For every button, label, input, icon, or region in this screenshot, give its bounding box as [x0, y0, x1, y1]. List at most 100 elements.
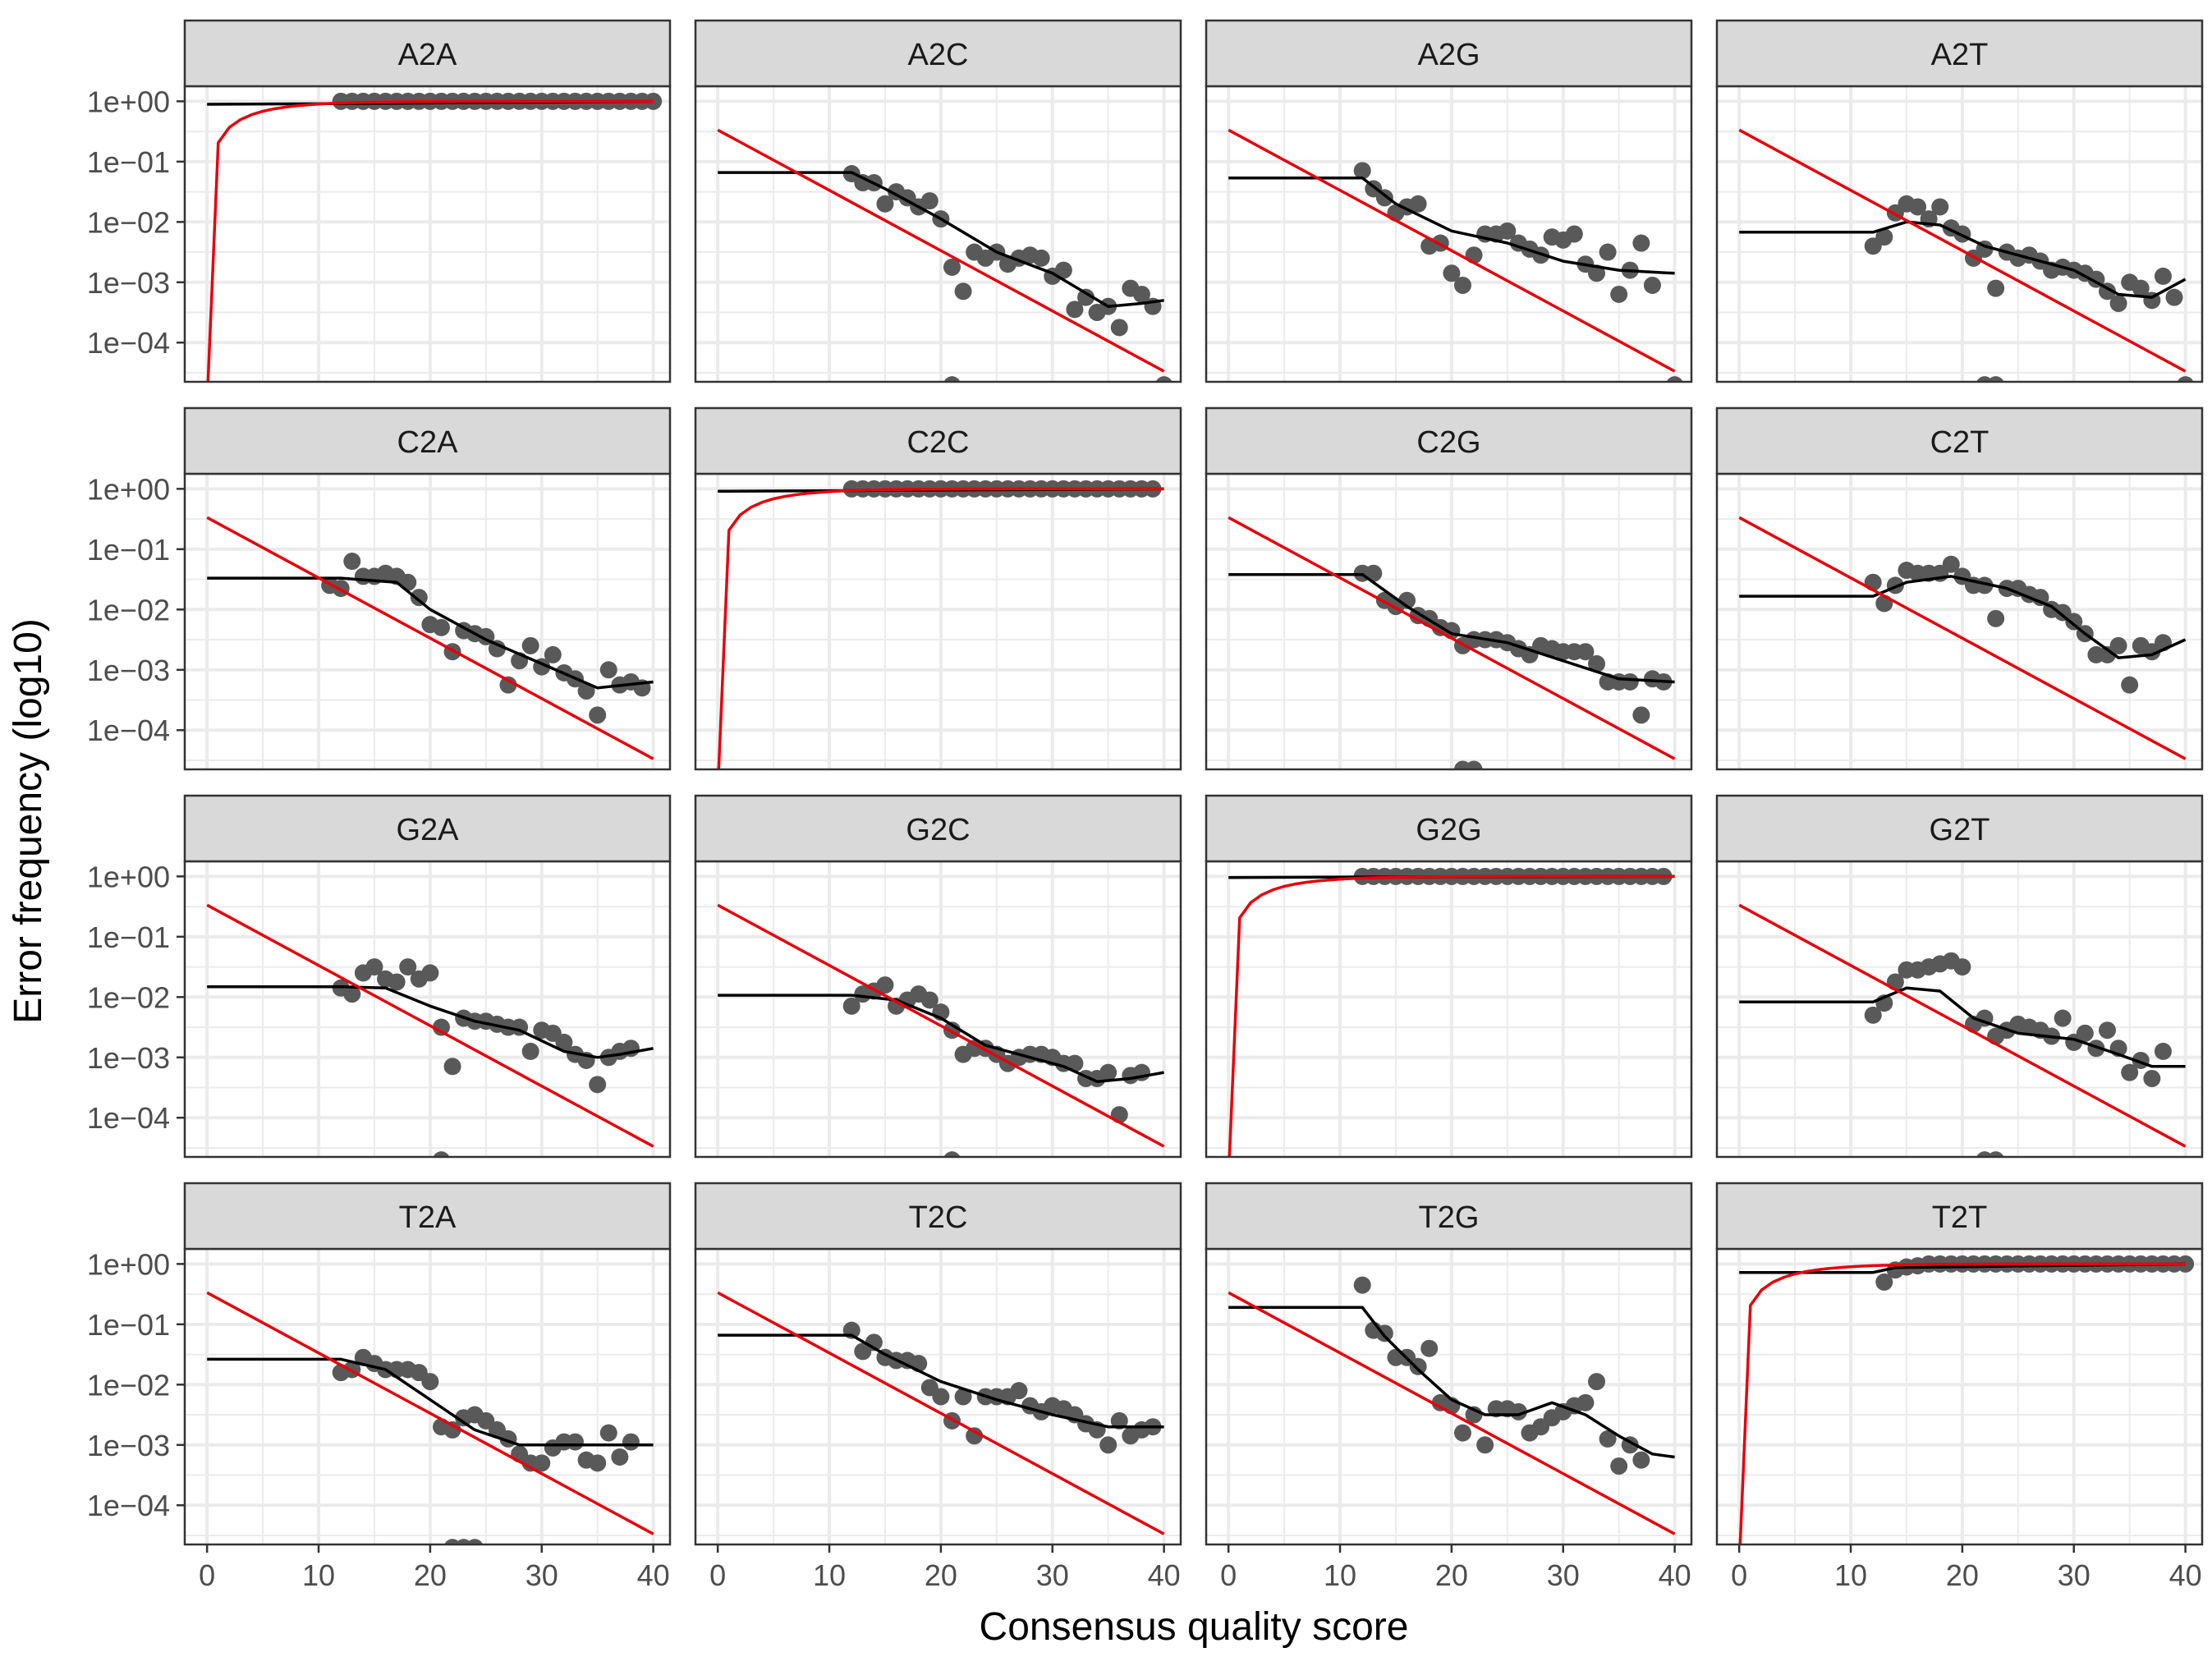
panel-c2a: C2A 1e+00 1e−01 1e−02 1e−03 1e−04 [87, 406, 672, 771]
data-point [1077, 288, 1095, 306]
fitted-error-line [207, 1357, 654, 1447]
data-point [1588, 654, 1606, 672]
facet-strip-label: C2G [1416, 425, 1480, 460]
data-point [533, 1454, 551, 1472]
data-point [1099, 1436, 1117, 1454]
panel-data [206, 516, 654, 760]
facet-strip-label: T2A [399, 1200, 457, 1235]
data-point [2076, 1024, 2094, 1042]
data-point [343, 553, 361, 571]
x-tick-label: 40 [637, 1558, 670, 1592]
data-point [421, 1373, 439, 1391]
x-tick-label: 30 [1036, 1558, 1069, 1592]
facet-strip [694, 406, 1182, 475]
panel-g2c: G2C [694, 794, 1182, 1159]
facet-strip-label: C2A [397, 425, 459, 460]
facet-strip [694, 794, 1182, 863]
panel-data [1228, 128, 1683, 382]
y-tick-label: 1e−02 [87, 205, 170, 239]
fitted-error-line [718, 171, 1164, 308]
panel-t2g: T2G 0 10 20 30 40 [1205, 1182, 1693, 1592]
nominal-error-line [1738, 516, 2187, 760]
data-point [2177, 1255, 2195, 1273]
panel-background [1717, 474, 2202, 769]
data-point [1576, 1393, 1595, 1411]
facet-strip [1205, 794, 1693, 863]
data-point [920, 192, 938, 210]
panel-background [1206, 86, 1691, 382]
data-point [2121, 676, 2139, 694]
panel-data [717, 128, 1173, 382]
data-point [432, 1018, 450, 1036]
data-point [1599, 243, 1617, 261]
data-point [966, 1427, 984, 1445]
panel-t2c: T2C 0 10 20 30 40 [694, 1182, 1182, 1592]
data-point [567, 1433, 585, 1451]
data-point [1032, 249, 1050, 267]
data-point [577, 682, 595, 700]
panel-a2g: A2G [1205, 19, 1693, 383]
data-point [2065, 613, 2083, 631]
data-point [365, 958, 383, 976]
x-tick-label: 30 [1547, 1558, 1580, 1592]
data-point [343, 985, 361, 1003]
data-point [1066, 1054, 1084, 1072]
data-point [1565, 225, 1583, 243]
nominal-error-line [717, 1291, 1165, 1535]
fitted-error-line [1228, 1306, 1675, 1459]
data-point [1987, 1151, 2004, 1157]
data-point [1110, 1411, 1128, 1430]
data-point [1931, 198, 1949, 216]
y-tick-label: 1e−03 [87, 266, 170, 300]
data-point [2099, 1021, 2117, 1040]
panel-data [1738, 1255, 2195, 1544]
facet-strip-label: T2C [909, 1200, 968, 1235]
data-point [443, 1058, 461, 1076]
panel-a2a: A2A 1e+00 1e−01 1e−02 1e−03 1e−04 [87, 19, 672, 383]
facet-strip [183, 406, 672, 475]
data-point [1632, 1451, 1650, 1469]
y-tick-label: 1e+00 [87, 85, 170, 118]
x-tick-label: 10 [302, 1558, 335, 1592]
panel-data [206, 92, 663, 382]
data-point [589, 1454, 607, 1472]
panel-background [185, 861, 670, 1157]
facet-strip-label: G2T [1930, 813, 1990, 847]
panel-c2c: C2C [694, 406, 1182, 771]
data-point [876, 195, 894, 213]
panel-t2a: T2A 1e+00 1e−01 1e−02 1e−03 1e−04 0 10 20 30 40 [87, 1182, 672, 1592]
y-tick-label: 1e+00 [87, 1247, 170, 1281]
x-tick-label: 0 [709, 1558, 726, 1592]
data-point [611, 1448, 629, 1466]
data-point [1909, 198, 1927, 216]
data-point [876, 976, 894, 994]
data-point [2177, 376, 2194, 382]
y-tick-label: 1e−02 [87, 980, 170, 1014]
y-tick-label: 1e−04 [87, 326, 170, 360]
x-axis-title: Consensus quality score [980, 1605, 1409, 1649]
data-point [1864, 1006, 1882, 1024]
x-tick-label: 20 [1946, 1558, 1979, 1592]
data-point [399, 958, 417, 976]
y-axis-title: Error frequency (log10) [7, 618, 50, 1024]
data-point [1632, 706, 1650, 724]
y-tick-label: 1e−01 [87, 533, 170, 567]
data-point [544, 645, 562, 663]
data-point [521, 1042, 539, 1060]
fitted-error-line [718, 994, 1164, 1083]
panel-data [1738, 903, 2187, 1157]
facet-strip [183, 19, 672, 88]
x-tick-label: 10 [1834, 1558, 1867, 1592]
data-point [432, 618, 450, 636]
data-point [943, 1151, 961, 1157]
data-point [1875, 1273, 1893, 1291]
x-tick-label: 40 [1659, 1558, 1691, 1592]
panel-a2c: A2C [694, 19, 1182, 383]
y-tick-label: 1e−02 [87, 593, 170, 626]
y-tick-label: 1e−04 [87, 1101, 170, 1135]
data-point [1353, 162, 1371, 180]
nominal-error-line [206, 99, 654, 382]
x-tick-label: 30 [2058, 1558, 2090, 1592]
data-point [410, 589, 428, 607]
